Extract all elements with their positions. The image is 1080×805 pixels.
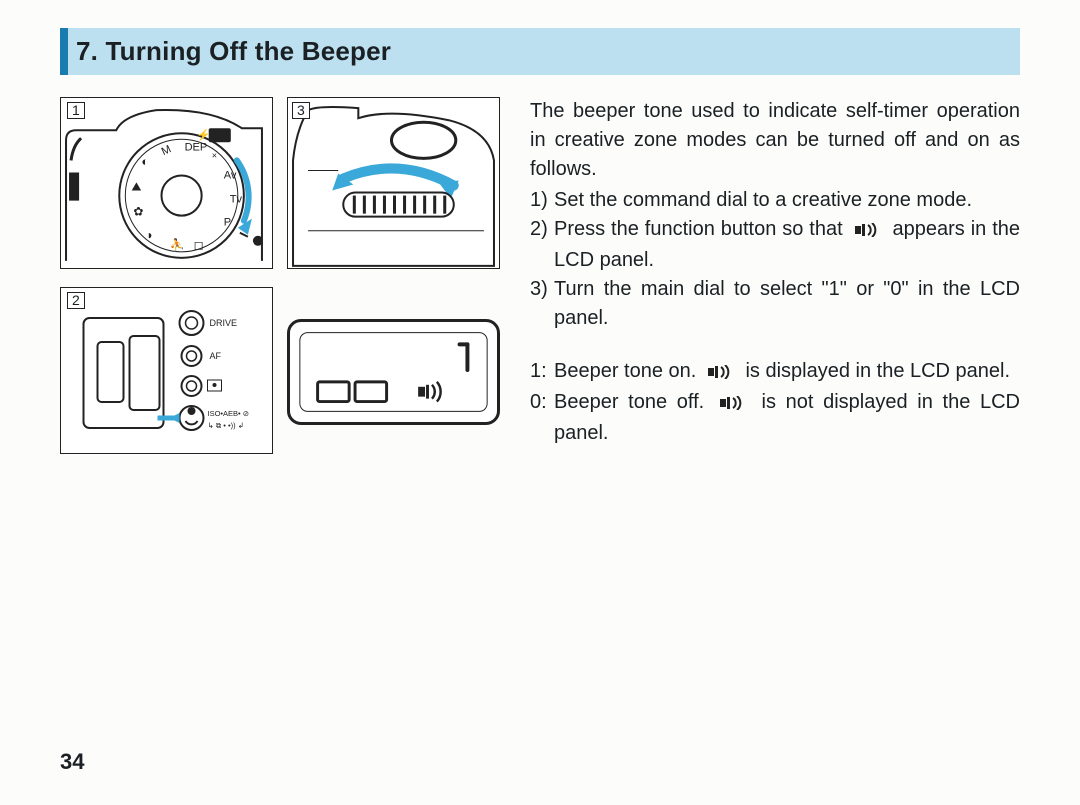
svg-text:P: P: [224, 217, 231, 229]
beeper-icon: [702, 359, 740, 388]
section-title: 7. Turning Off the Beeper: [76, 36, 1020, 67]
figure-1: 1 ⚡: [60, 97, 273, 269]
svg-text:◻: ◻: [194, 238, 204, 252]
svg-text:AF: AF: [210, 351, 222, 361]
svg-text:Av: Av: [224, 169, 237, 181]
step-1-num: 1): [530, 186, 548, 215]
svg-text:DRIVE: DRIVE: [210, 318, 238, 328]
beeper-icon: [849, 217, 887, 246]
page-number: 34: [60, 749, 84, 775]
state-on-num: 1:: [530, 357, 547, 386]
state-off-num: 0:: [530, 388, 547, 417]
state-on-text-b: is displayed in the LCD panel.: [745, 360, 1010, 382]
step-2: 2) Press the function button so that app…: [554, 215, 1020, 275]
step-2-num: 2): [530, 215, 548, 244]
body-text: The beeper tone used to indicate self-ti…: [530, 97, 1020, 454]
svg-text:✿: ✿: [133, 205, 143, 219]
svg-text:⛹: ⛹: [170, 237, 185, 252]
step-1-text: Set the command dial to a creative zone …: [554, 189, 972, 211]
svg-text:×: ×: [212, 150, 217, 160]
svg-text:◗: ◗: [146, 228, 153, 242]
section-header: 7. Turning Off the Beeper: [60, 28, 1020, 75]
svg-text:◐: ◐: [141, 154, 148, 168]
states-list: 1: Beeper tone on. is displayed in the L…: [530, 357, 1020, 448]
figure-2: 2 DRIVE AF: [60, 287, 273, 454]
state-on: 1: Beeper tone on. is displayed in the L…: [554, 357, 1020, 388]
figure-4-lcd: [287, 319, 500, 425]
svg-text:Tv: Tv: [230, 194, 243, 206]
state-off: 0: Beeper tone off. is not displayed in …: [554, 388, 1020, 448]
svg-text:⛰: ⛰: [131, 180, 141, 194]
svg-text:ISO•AEB• ⊘: ISO•AEB• ⊘: [208, 409, 250, 418]
figure-3: 3: [287, 97, 500, 269]
figure-1-number: 1: [67, 102, 85, 119]
svg-text:⚡: ⚡: [197, 127, 211, 141]
figures-grid: 1 ⚡: [60, 97, 500, 454]
step-3-text: Turn the main dial to select "1" or "0" …: [554, 278, 1020, 329]
state-off-text-a: Beeper tone off.: [554, 391, 714, 413]
step-3-num: 3): [530, 275, 548, 304]
steps-list: 1) Set the command dial to a creative zo…: [530, 186, 1020, 333]
figure-2-number: 2: [67, 292, 85, 309]
state-on-text-a: Beeper tone on.: [554, 360, 702, 382]
step-1: 1) Set the command dial to a creative zo…: [554, 186, 1020, 215]
svg-text:DEP: DEP: [185, 141, 208, 153]
step-2-text-a: Press the function button so that: [554, 218, 849, 240]
intro-text: The beeper tone used to indicate self-ti…: [530, 97, 1020, 184]
step-3: 3) Turn the main dial to select "1" or "…: [554, 275, 1020, 333]
beeper-icon: [714, 390, 752, 419]
figure-3-number: 3: [292, 102, 310, 119]
svg-text:↳ ⧉ • •)) ↲: ↳ ⧉ • •)) ↲: [208, 421, 245, 430]
